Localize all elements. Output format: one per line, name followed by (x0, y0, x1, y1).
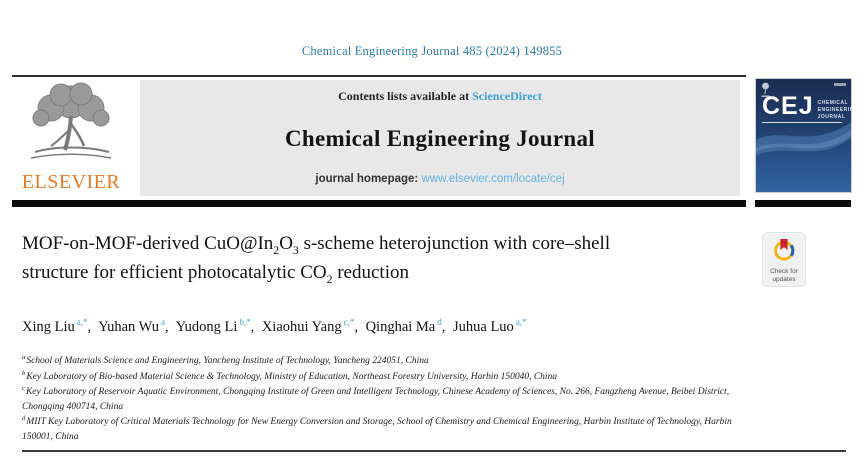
affiliation: aSchool of Materials Science and Enginee… (22, 354, 429, 367)
affiliation: dMIIT Key Laboratory of Critical Materia… (22, 415, 732, 442)
author-list: Xing Liu a,*, Yuhan Wu a, Yudong Li b,*, Xi… (22, 317, 527, 335)
cover-bottom-rule (755, 200, 851, 207)
affiliation: cKey Laboratory of Reservoir Aquatic Env… (22, 385, 730, 412)
abstract-divider-rule (22, 450, 846, 452)
author-affil-link[interactable]: b,* (239, 317, 251, 327)
crossmark-icon (774, 238, 795, 261)
sciencedirect-link[interactable]: ScienceDirect (472, 89, 542, 103)
header-top-rule (12, 75, 746, 77)
author: Juhua Luo (453, 318, 514, 335)
author-affil-link[interactable]: a,* (76, 317, 88, 327)
author: Qinghai Ma (365, 318, 436, 335)
cover-issue-info (834, 83, 846, 86)
affiliation: bKey Laboratory of Bio-based Material Sc… (22, 369, 558, 382)
cover-title-row: CEJ CHEMICAL ENGINEERING JOURNAL (762, 92, 851, 120)
cover-underline (762, 122, 842, 123)
author: Xing Liu (22, 318, 75, 335)
author-affil-link[interactable]: a,* (515, 317, 527, 327)
header-bottom-rule (12, 200, 746, 207)
journal-title: Chemical Engineering Journal (285, 125, 595, 151)
check-for-updates-label: Check for updates (770, 268, 798, 284)
author-affil-link[interactable]: d (437, 317, 442, 327)
author: Xiaohui Yang (261, 318, 342, 335)
cover-swoosh-graphic (756, 122, 851, 156)
cover-journal-name: CHEMICAL ENGINEERING JOURNAL (817, 100, 851, 120)
homepage-prefix: journal homepage: (315, 173, 422, 185)
homepage-line: journal homepage: www.elsevier.com/locat… (140, 173, 740, 185)
elsevier-logo[interactable]: ELSEVIER (12, 80, 130, 196)
author: Yuhan Wu (98, 318, 159, 335)
elsevier-wordmark: ELSEVIER (21, 171, 121, 193)
cover-acronym: CEJ (762, 92, 814, 120)
check-for-updates-badge[interactable]: Check for updates (762, 232, 806, 287)
homepage-url-link[interactable]: www.elsevier.com/locate/cej (421, 173, 565, 185)
journal-header-box: Contents lists available at ScienceDirec… (140, 80, 740, 196)
journal-citation: Chemical Engineering Journal 485 (2024) … (301, 44, 563, 58)
contents-prefix: Contents lists available at (338, 89, 473, 103)
affiliation-list: aSchool of Materials Science and Enginee… (22, 353, 760, 444)
author-affil-link[interactable]: a (161, 317, 165, 327)
contents-line: Contents lists available at ScienceDirec… (140, 89, 740, 104)
cover-elsevier-mark-icon (761, 82, 770, 97)
journal-cover-thumbnail[interactable]: CEJ CHEMICAL ENGINEERING JOURNAL (755, 78, 852, 193)
article-title: MOF-on-MOF-derived CuO@In2O3 s-scheme he… (22, 233, 611, 287)
elsevier-tree-icon (30, 82, 112, 159)
author: Yudong Li (175, 318, 238, 335)
author-affil-link[interactable]: c,* (343, 317, 355, 327)
